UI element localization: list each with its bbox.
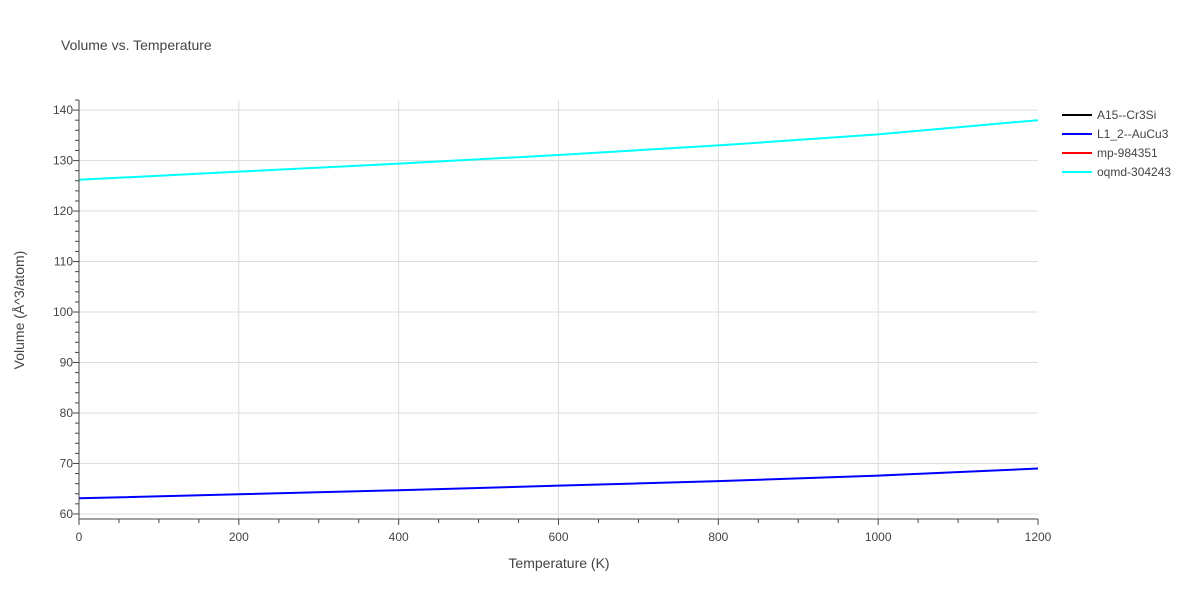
y-tick-label: 140 bbox=[53, 103, 73, 117]
x-tick-label: 400 bbox=[389, 530, 409, 544]
legend-label: oqmd-304243 bbox=[1097, 165, 1171, 179]
legend: A15--Cr3Si L1_2--AuCu3 mp-984351 oqmd-30424… bbox=[1062, 108, 1171, 179]
y-tick-label: 60 bbox=[60, 507, 74, 521]
x-tick-label: 1200 bbox=[1025, 530, 1052, 544]
y-tick-label: 70 bbox=[60, 456, 74, 470]
legend-label: A15--Cr3Si bbox=[1097, 108, 1156, 122]
x-tick-label: 0 bbox=[76, 530, 83, 544]
x-tick-label: 800 bbox=[708, 530, 728, 544]
series-line-oqmd-304243 bbox=[78, 119, 1039, 181]
series-line-L1_2--AuCu3 bbox=[78, 467, 1039, 500]
x-axis-label: Temperature (K) bbox=[508, 555, 609, 571]
y-tick-label: 100 bbox=[53, 305, 73, 319]
y-tick-label: 130 bbox=[53, 154, 73, 168]
legend-label: mp-984351 bbox=[1097, 146, 1158, 160]
x-tick-label: 200 bbox=[229, 530, 249, 544]
y-tick-label: 90 bbox=[60, 356, 74, 370]
x-tick-label: 600 bbox=[548, 530, 568, 544]
y-axis-label: Volume (Å^3/atom) bbox=[11, 251, 27, 370]
y-tick-label: 110 bbox=[54, 255, 73, 269]
chart-title: Volume vs. Temperature bbox=[61, 37, 212, 53]
x-tick-label: 1000 bbox=[865, 530, 892, 544]
legend-label: L1_2--AuCu3 bbox=[1097, 127, 1169, 141]
y-tick-label: 80 bbox=[60, 406, 74, 420]
y-tick-label: 120 bbox=[53, 204, 73, 218]
